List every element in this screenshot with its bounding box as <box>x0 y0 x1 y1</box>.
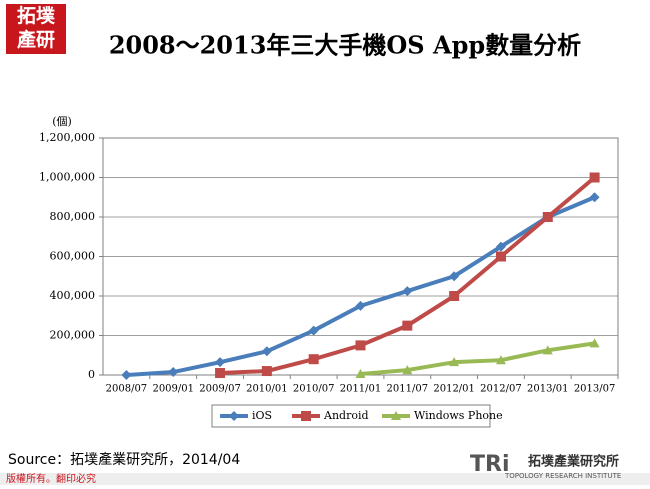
brand-english: TOPOLOGY RESEARCH INSTITUTE <box>504 472 621 480</box>
y-unit: (個) <box>52 115 72 128</box>
chart-title: 2008～2013年三大手機OS App數量分析 <box>109 31 581 60</box>
logo-box <box>6 4 66 54</box>
x-tick-label: 2010/07 <box>293 384 335 395</box>
point <box>402 365 413 375</box>
source: Source：拓墣產業研究所，2014/04 <box>8 451 240 468</box>
footer-bar <box>0 473 650 485</box>
legend-marker <box>391 411 401 420</box>
point <box>495 241 506 252</box>
point <box>449 271 460 282</box>
point <box>308 325 319 336</box>
brand-mark: TRi <box>470 452 510 477</box>
legend-label: Windows Phone <box>414 409 503 422</box>
legend-marker <box>229 411 239 421</box>
point <box>542 212 553 222</box>
series-line <box>360 341 595 377</box>
y-tick-label: 800,000 <box>50 210 96 223</box>
point <box>215 368 226 379</box>
point <box>589 338 600 348</box>
y-tick-label: 1,000,000 <box>39 171 95 184</box>
point <box>589 172 600 183</box>
point <box>495 251 506 262</box>
point <box>215 357 226 368</box>
point <box>308 354 319 365</box>
x-tick-label: 2013/07 <box>574 384 616 395</box>
point <box>121 370 132 380</box>
brand-name: 拓墣產業研究所 <box>528 454 619 470</box>
x-tick-label: 2012/01 <box>433 384 475 395</box>
point <box>495 355 506 365</box>
point <box>542 345 553 355</box>
point <box>402 286 413 297</box>
x-tick-label: 2011/07 <box>387 384 429 395</box>
x-tick-label: 2012/07 <box>480 384 522 395</box>
point <box>355 369 366 379</box>
y-tick-label: 400,000 <box>50 289 96 302</box>
x-tick-label: 2010/01 <box>246 384 288 395</box>
logo-text: 產研 <box>17 28 55 51</box>
x-tick-label: 2013/01 <box>527 384 569 395</box>
y-tick-label: 600,000 <box>50 250 96 263</box>
y-tick-label: 1,200,000 <box>39 131 95 144</box>
y-tick-label: 200,000 <box>50 329 96 342</box>
legend-box <box>211 404 491 428</box>
point <box>168 367 179 378</box>
logo-text: 拓墣 <box>17 4 55 27</box>
point <box>261 346 272 357</box>
series-line <box>219 175 596 376</box>
point <box>261 366 272 377</box>
x-tick-label: 2008/07 <box>106 384 148 395</box>
point <box>449 291 460 301</box>
y-tick-label: 0 <box>88 368 95 381</box>
legend-label: iOS <box>252 409 272 422</box>
legend-label: Android <box>323 409 369 422</box>
point <box>589 192 600 203</box>
point <box>449 357 460 367</box>
legend-marker <box>301 411 311 421</box>
footer: 版權所有。翻印必究 <box>6 472 96 485</box>
point <box>355 300 366 311</box>
point <box>402 320 413 331</box>
point <box>355 340 366 351</box>
x-tick-label: 2009/07 <box>199 384 241 395</box>
x-tick-label: 2009/01 <box>152 384 194 395</box>
x-tick-label: 2011/01 <box>340 384 382 395</box>
